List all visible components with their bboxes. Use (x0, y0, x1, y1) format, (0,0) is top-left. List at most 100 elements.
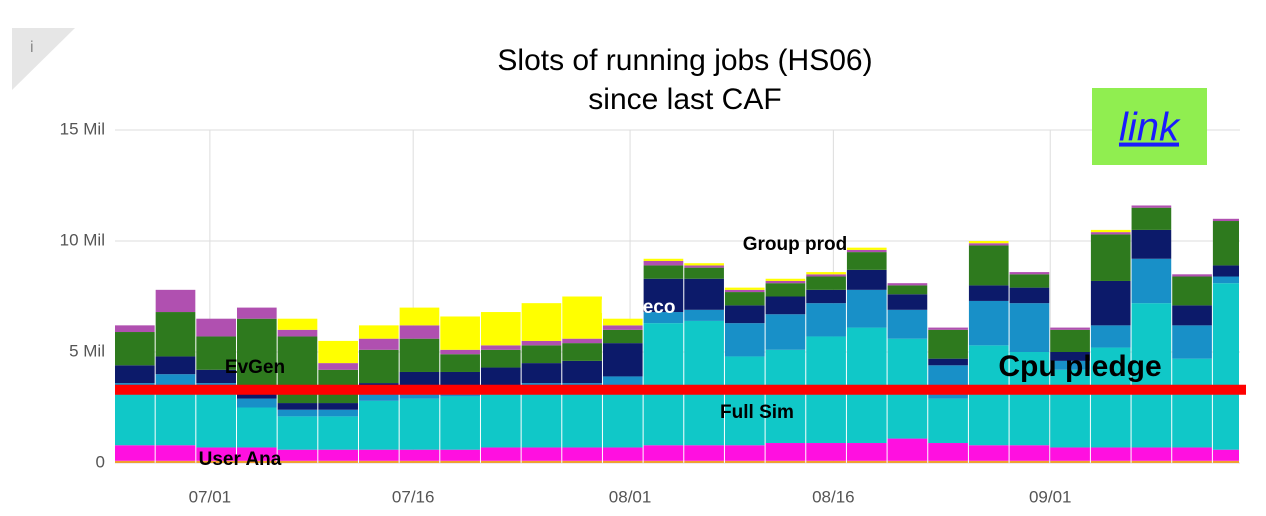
bar-segment (1172, 460, 1212, 463)
bar-segment (887, 294, 928, 310)
bar-segment (196, 460, 236, 463)
link[interactable]: link (1119, 106, 1181, 150)
bar-segment (765, 280, 806, 284)
bar-segment (521, 303, 562, 341)
bar-segment (1131, 229, 1172, 259)
bar-segment (928, 443, 968, 461)
bar-segment (1090, 232, 1131, 235)
bar-segment (115, 365, 155, 384)
bar-segment (1009, 460, 1050, 463)
bar-segment (318, 416, 358, 450)
link-box (1092, 88, 1207, 165)
bar-segment (277, 409, 318, 417)
bar-segment (724, 287, 765, 290)
bar-segment (928, 398, 968, 444)
bar-segment (358, 449, 399, 461)
bar-segment (765, 443, 806, 461)
bar-segment (724, 305, 765, 324)
bar-segment (480, 367, 521, 388)
bar-segment (1090, 447, 1131, 461)
bar-segment (521, 340, 562, 346)
bar-segment (1009, 445, 1050, 461)
bar-segment (643, 460, 684, 463)
bar-segment (155, 289, 196, 313)
bar-segment (480, 447, 521, 461)
bar-segment (846, 247, 887, 250)
bar-segment (196, 394, 236, 448)
bar-segment (724, 356, 765, 446)
annotation: MC reco (601, 297, 676, 318)
bar-segment (155, 391, 196, 446)
bar-segment (562, 360, 602, 384)
bar-segment (846, 460, 887, 463)
bar-segment (968, 345, 1009, 446)
bar-segment (1090, 234, 1131, 281)
bar-segment (480, 394, 521, 448)
bar-segment (399, 325, 440, 339)
bar-segment (643, 323, 684, 446)
bar-segment (684, 278, 724, 310)
bar-segment (480, 345, 521, 350)
annotation: Full Sim (720, 402, 794, 423)
bar-segment (684, 445, 724, 461)
bar-segment (277, 318, 318, 330)
chart-subtitle: since last CAF (588, 83, 781, 116)
bar-segment (1131, 460, 1172, 463)
bar-segment (1090, 325, 1131, 348)
bar-segment (1172, 274, 1212, 277)
bar-segment (684, 460, 724, 463)
bar-segment (236, 398, 277, 408)
bar-segment (968, 285, 1009, 301)
bar-segment (643, 265, 684, 279)
bar-segment (399, 460, 440, 463)
bar-segment (806, 272, 846, 275)
bar-segment (724, 445, 765, 461)
bar-segment (1050, 447, 1090, 461)
bar-segment (968, 243, 1009, 246)
bar-segment (968, 460, 1009, 463)
bar-segment (318, 449, 358, 461)
bar-segment (928, 329, 968, 359)
bar-segment (562, 460, 602, 463)
bar-segment (1090, 229, 1131, 233)
chart-title: Slots of running jobs (HS06) (497, 44, 872, 77)
annotation: Group prod (743, 234, 847, 255)
bar-segment (643, 445, 684, 461)
bar-segment (1009, 303, 1050, 352)
bar-segment (440, 349, 480, 355)
bar-segment (765, 349, 806, 444)
info-corner (12, 28, 75, 90)
bar-segment (806, 443, 846, 461)
bar-segment (643, 258, 684, 261)
bar-segment (846, 269, 887, 290)
bar-segment (602, 325, 643, 330)
bar-segment (115, 445, 155, 461)
bar-segment (765, 460, 806, 463)
bar-segment (399, 338, 440, 372)
bar-segment (643, 312, 684, 324)
bar-segment (196, 447, 236, 461)
bar-segment (115, 394, 155, 446)
bar-segment (1172, 358, 1212, 448)
bar-segment (155, 312, 196, 357)
bar-segment (1131, 258, 1172, 304)
bar-segment (1172, 447, 1212, 461)
bar-segment (1172, 305, 1212, 326)
bar-segment (684, 267, 724, 279)
bar-segment (724, 323, 765, 357)
bar-segment (1131, 303, 1172, 448)
bar-segment (806, 303, 846, 337)
y-tick-label: 15 Mil (60, 119, 105, 138)
bar-segment (1090, 347, 1131, 448)
bar-segment (480, 312, 521, 346)
bar-segment (480, 349, 521, 368)
bar-segment (724, 292, 765, 306)
bar-segment (1172, 276, 1212, 306)
bar-segment (318, 403, 358, 410)
bar-segment (1050, 329, 1090, 352)
bar-segment (684, 265, 724, 268)
bar-segment (1212, 449, 1239, 461)
bar-segment (318, 409, 358, 417)
bar-segment (115, 325, 155, 333)
bar-segment (358, 460, 399, 463)
